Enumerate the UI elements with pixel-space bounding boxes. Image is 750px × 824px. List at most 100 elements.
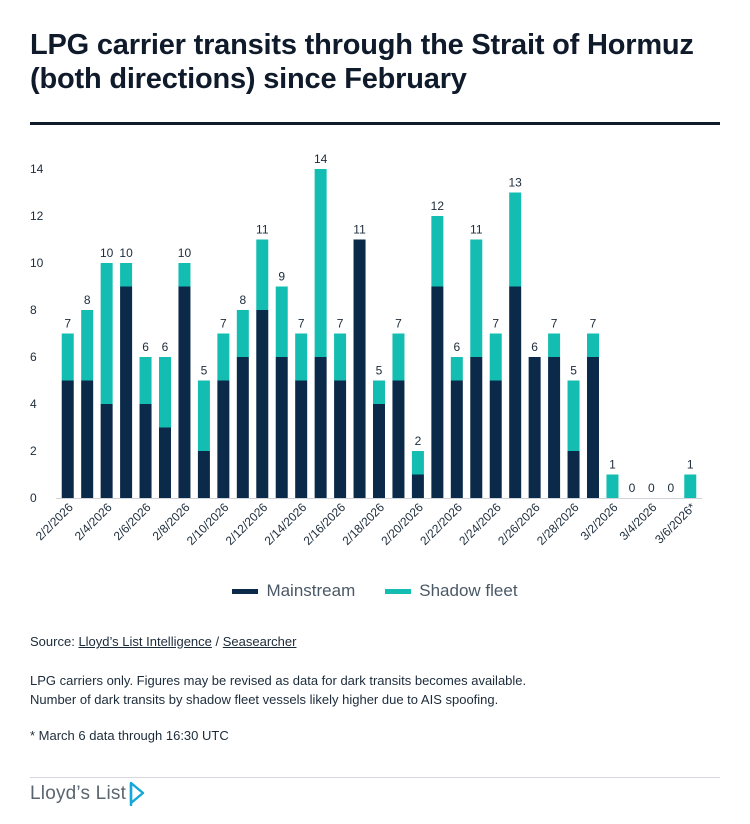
bar-shadow-fleet (139, 357, 152, 404)
x-tick-label: 2/2/2026 (33, 500, 76, 543)
legend-swatch-mainstream (232, 588, 259, 594)
bar-shadow-fleet (314, 169, 327, 357)
bar-mainstream (373, 404, 385, 498)
bar-total-label: 5 (570, 364, 577, 378)
bar-mainstream (81, 380, 94, 498)
y-tick-label: 12 (30, 209, 44, 223)
bar-shadow-fleet (373, 380, 385, 404)
legend-item-shadow-fleet: Shadow fleet (385, 581, 518, 601)
bar-mainstream (450, 380, 463, 498)
logo-flag-icon (129, 781, 145, 806)
bar-mainstream (587, 357, 599, 498)
bar-total-label: 7 (590, 317, 597, 331)
bar-mainstream (509, 286, 522, 498)
bar-shadow-fleet (81, 310, 94, 381)
bar-total-label: 5 (201, 364, 208, 378)
bar-total-label: 7 (492, 317, 499, 331)
bar-total-label: 10 (119, 246, 133, 260)
bar-total-label: 8 (84, 293, 91, 307)
chart-notes: LPG carriers only. Figures may be revise… (30, 671, 526, 709)
legend-label-shadow-fleet: Shadow fleet (419, 581, 518, 600)
y-tick-label: 2 (30, 444, 37, 458)
bar-mainstream (120, 286, 133, 498)
y-tick-label: 6 (30, 350, 37, 364)
chart-legend: Mainstream Shadow fleet (0, 581, 750, 601)
bar-shadow-fleet (587, 333, 599, 357)
bar-shadow-fleet (275, 286, 288, 357)
bar-shadow-fleet (295, 333, 308, 381)
bar-total-label: 11 (256, 223, 269, 237)
bar-mainstream (528, 357, 541, 498)
bar-shadow-fleet (197, 380, 210, 451)
bar-mainstream (470, 357, 483, 498)
bar-total-label: 1 (687, 458, 694, 472)
source-line: Source: Lloyd’s List Intelligence / Seas… (30, 634, 296, 649)
bar-shadow-fleet (120, 263, 133, 287)
stacked-bar-chart: 0246810121472/2/20268102/4/20261062/6/20… (30, 152, 702, 548)
y-tick-label: 10 (30, 256, 44, 270)
bar-total-label: 6 (142, 340, 149, 354)
bar-shadow-fleet (684, 474, 697, 498)
bar-shadow-fleet (392, 333, 405, 381)
chart-title: LPG carrier transits through the Strait … (30, 29, 694, 95)
bar-total-label: 7 (298, 317, 305, 331)
bar-total-label: 10 (178, 246, 192, 260)
bar-mainstream (431, 286, 444, 498)
y-tick-label: 8 (30, 303, 37, 317)
bar-total-label: 7 (64, 317, 71, 331)
bar-shadow-fleet (100, 263, 113, 404)
bar-mainstream (256, 310, 269, 498)
bar-total-label: 13 (509, 176, 523, 190)
bar-shadow-fleet (334, 333, 347, 381)
bar-shadow-fleet (509, 192, 522, 287)
y-tick-label: 14 (30, 162, 44, 176)
bar-total-label: 0 (648, 481, 655, 495)
bar-total-label: 7 (395, 317, 402, 331)
bar-mainstream (197, 451, 210, 498)
bar-shadow-fleet (470, 239, 483, 357)
bar-shadow-fleet (178, 263, 191, 287)
bar-mainstream (236, 357, 249, 498)
bar-shadow-fleet (548, 333, 561, 357)
bar-total-label: 5 (376, 364, 383, 378)
bar-total-label: 9 (278, 270, 285, 284)
y-tick-label: 0 (30, 491, 37, 505)
bar-mainstream (275, 357, 288, 498)
title-divider (30, 122, 720, 125)
bar-shadow-fleet (431, 216, 444, 287)
note-line-1: LPG carriers only. Figures may be revise… (30, 673, 527, 688)
bar-shadow-fleet (450, 357, 463, 381)
bar-shadow-fleet (61, 333, 74, 381)
x-tick-label: 2/28/2026 (534, 500, 582, 548)
bar-total-label: 0 (667, 481, 674, 495)
x-tick-label: 2/6/2026 (111, 500, 154, 543)
legend-swatch-shadow-fleet (385, 588, 412, 594)
bar-total-label: 7 (551, 317, 558, 331)
bar-mainstream (139, 404, 152, 498)
bar-shadow-fleet (159, 357, 171, 428)
source-link-lloyds-list-intelligence[interactable]: Lloyd’s List Intelligence (78, 634, 212, 649)
source-link-seasearcher[interactable]: Seasearcher (222, 634, 297, 649)
bar-shadow-fleet (236, 310, 249, 357)
bar-total-label: 2 (415, 434, 422, 448)
bar-total-label: 8 (239, 293, 246, 307)
footer-divider (30, 777, 720, 778)
bar-total-label: 11 (470, 223, 483, 237)
x-tick-label: 3/2/2026 (578, 500, 621, 543)
bar-mainstream (295, 380, 308, 498)
bar-mainstream (489, 380, 502, 498)
bar-total-label: 12 (431, 199, 445, 213)
bar-mainstream (159, 427, 171, 498)
bar-mainstream (178, 286, 191, 498)
bar-total-label: 11 (353, 223, 366, 237)
bar-total-label: 1 (609, 458, 616, 472)
bar-total-label: 7 (337, 317, 344, 331)
bar-total-label: 0 (629, 481, 636, 495)
bar-mainstream (100, 404, 113, 498)
bar-mainstream (217, 380, 230, 498)
y-tick-label: 4 (30, 397, 37, 411)
bar-mainstream (548, 357, 561, 498)
bar-mainstream (334, 380, 347, 498)
bar-total-label: 6 (162, 340, 169, 354)
x-tick-label: 2/4/2026 (72, 500, 115, 543)
